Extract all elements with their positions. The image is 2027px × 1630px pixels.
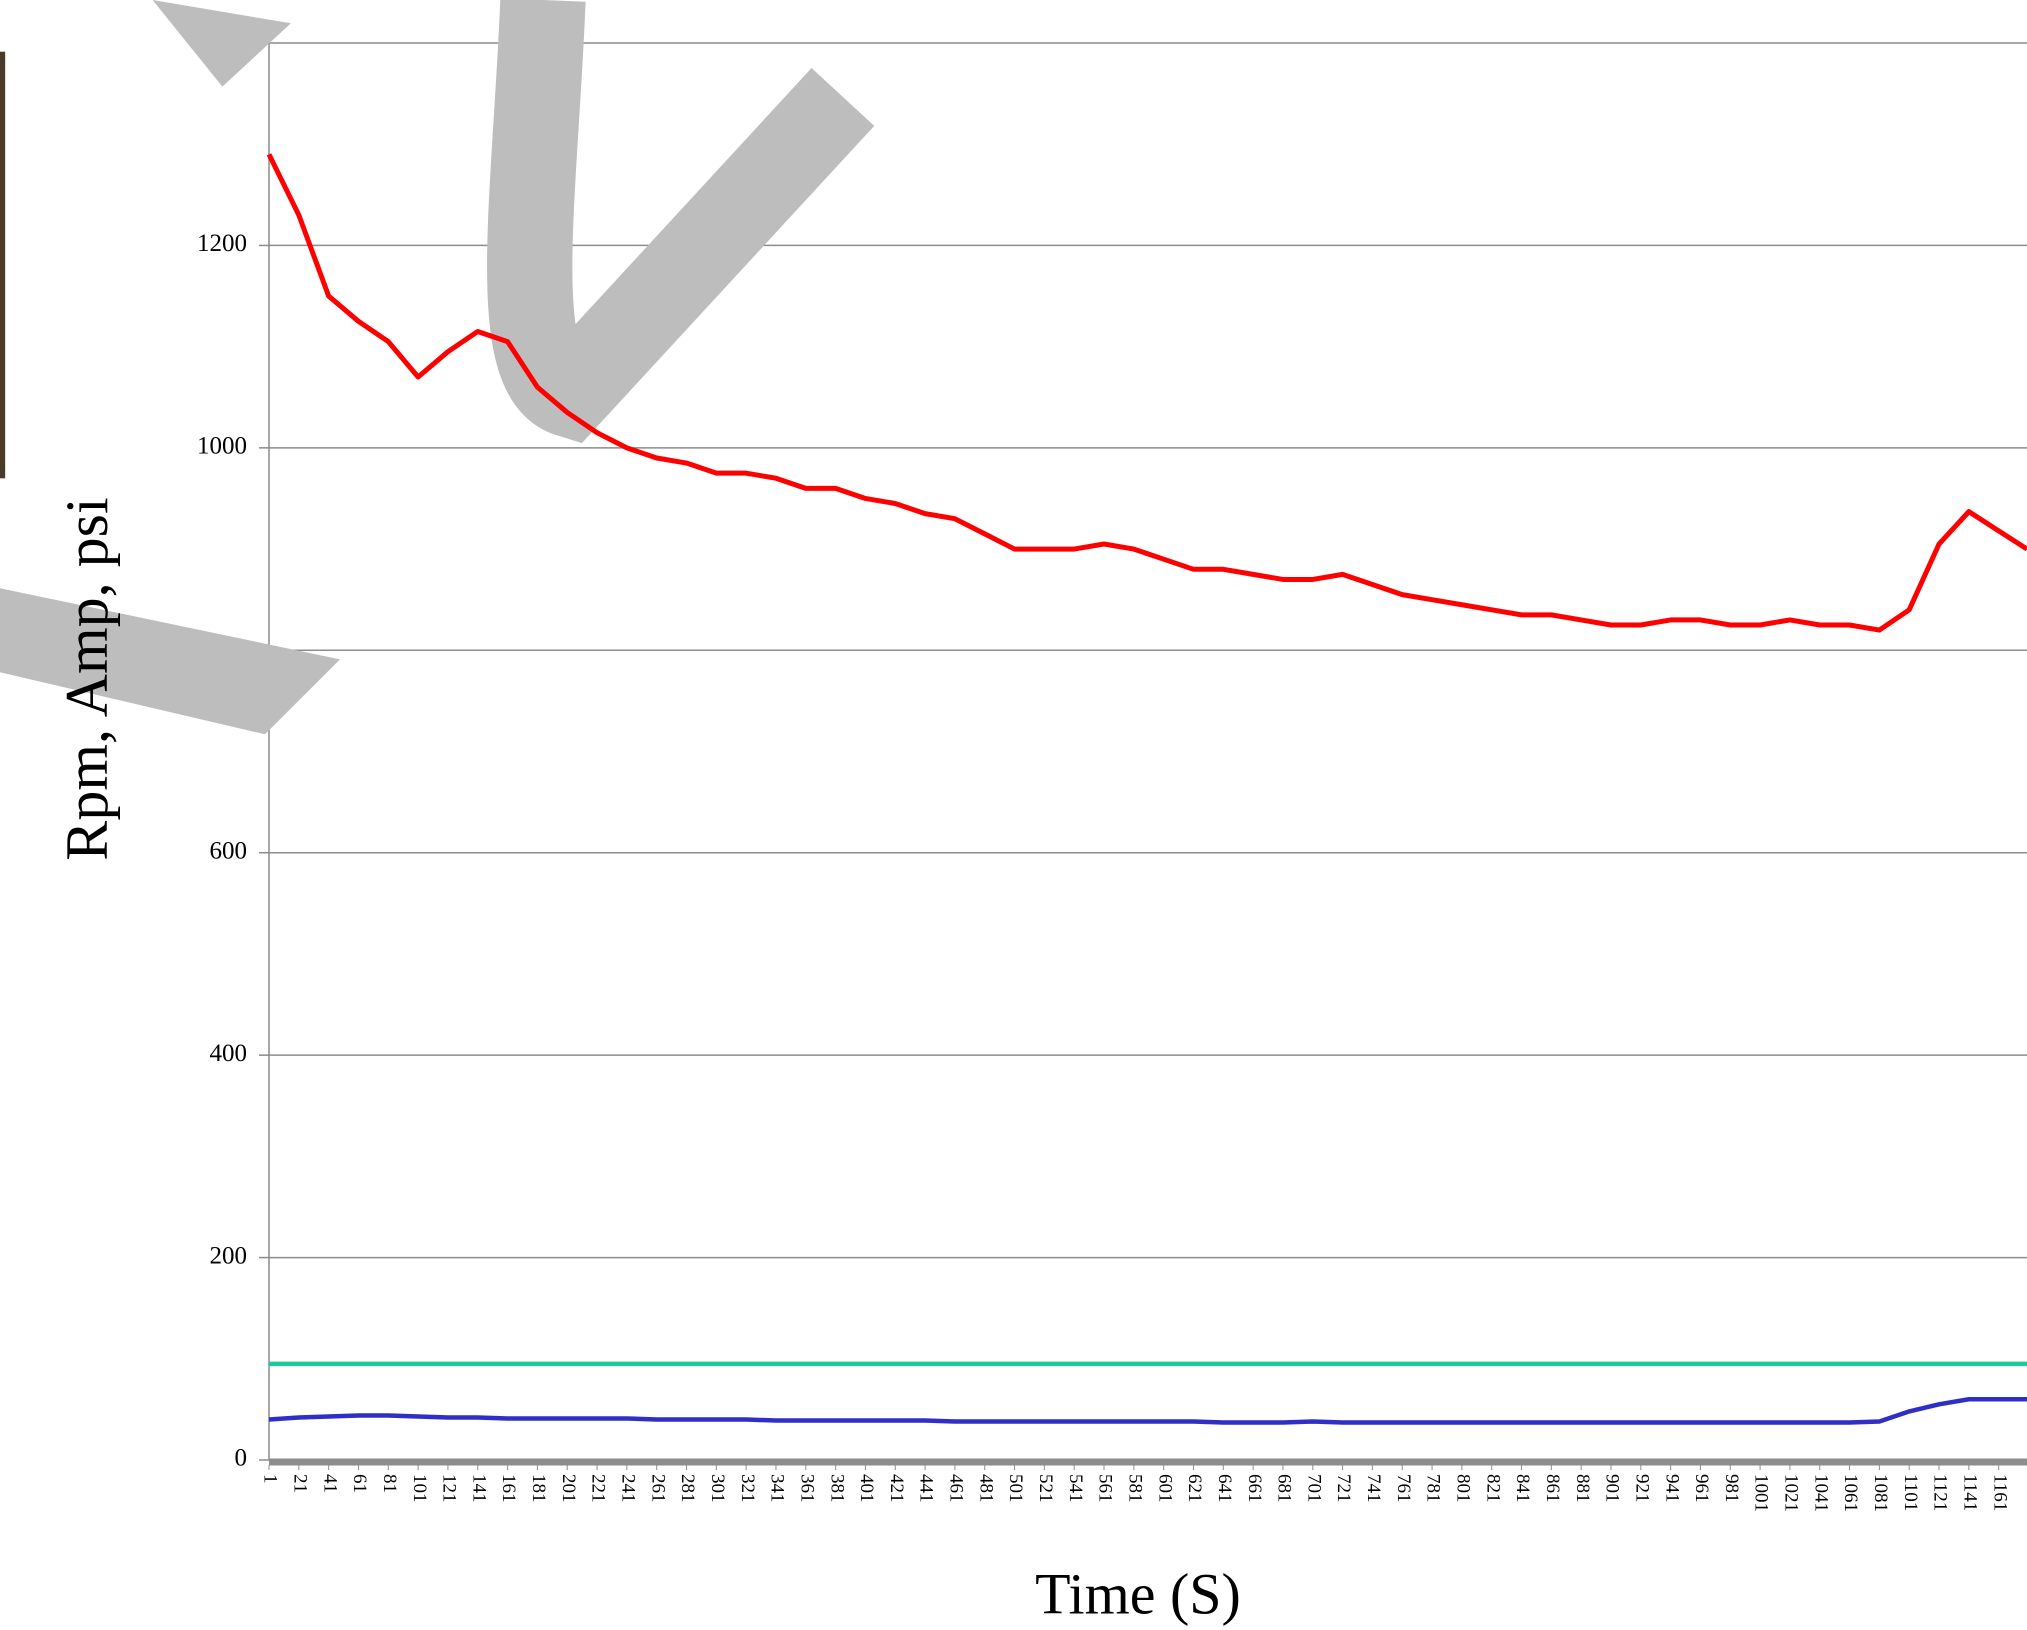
x-tick-label: 961: [1691, 1474, 1712, 1503]
x-tick-label: 41: [319, 1474, 340, 1493]
series-line: [269, 1399, 2027, 1422]
y-tick-label: 1200: [197, 230, 247, 257]
x-tick-label: 401: [856, 1474, 877, 1503]
y-axis-title: Rpm, Amp, psi: [54, 497, 120, 860]
grid-layer: 0200400600800100012001400121416181101121…: [197, 28, 2027, 1512]
x-tick-label: 1101: [1900, 1474, 1921, 1511]
y-tick-label: 200: [210, 1242, 248, 1269]
x-tick-label: 641: [1214, 1474, 1235, 1503]
x-tick-label: 801: [1453, 1474, 1474, 1503]
x-tick-label: 141: [468, 1474, 489, 1503]
x-axis-title: Time (S): [1035, 1561, 1241, 1626]
x-tick-label: 721: [1333, 1474, 1354, 1503]
x-tick-label: 1061: [1840, 1474, 1861, 1512]
x-tick-label: 821: [1482, 1474, 1503, 1503]
x-tick-label: 1141: [1959, 1474, 1980, 1511]
x-tick-label: 381: [826, 1474, 847, 1503]
watermark-shape: [530, 0, 843, 394]
x-tick-label: 61: [349, 1474, 370, 1493]
x-tick-label: 581: [1124, 1474, 1145, 1503]
x-tick-label: 101: [409, 1474, 430, 1503]
x-tick-label: 161: [498, 1474, 519, 1503]
chart: 0200400600800100012001400121416181101121…: [0, 0, 2027, 1630]
x-tick-label: 281: [677, 1474, 698, 1503]
x-tick-label: 1161: [1989, 1474, 2010, 1511]
x-tick-label: 221: [588, 1474, 609, 1503]
x-tick-label: 741: [1363, 1474, 1384, 1503]
x-tick-label: 521: [1035, 1474, 1056, 1503]
x-tick-label: 441: [916, 1474, 937, 1503]
x-tick-label: 661: [1244, 1474, 1265, 1503]
photo-edge: [0, 52, 5, 479]
x-tick-label: 121: [439, 1474, 460, 1503]
x-tick-label: 841: [1512, 1474, 1533, 1503]
x-tick-label: 621: [1184, 1474, 1205, 1503]
x-tick-label: 1121: [1930, 1474, 1951, 1511]
x-tick-label: 541: [1065, 1474, 1086, 1503]
x-tick-label: 361: [796, 1474, 817, 1503]
x-tick-label: 1081: [1870, 1474, 1891, 1512]
x-tick-label: 921: [1631, 1474, 1652, 1503]
y-tick-label: 0: [235, 1445, 248, 1472]
x-tick-label: 1001: [1751, 1474, 1772, 1512]
x-tick-label: 261: [647, 1474, 668, 1503]
x-tick-label: 941: [1661, 1474, 1682, 1503]
y-tick-label: 400: [210, 1040, 248, 1067]
x-tick-label: 981: [1721, 1474, 1742, 1503]
x-tick-label: 561: [1095, 1474, 1116, 1503]
x-tick-label: 501: [1005, 1474, 1026, 1503]
x-tick-label: 901: [1602, 1474, 1623, 1503]
x-tick-label: 861: [1542, 1474, 1563, 1503]
x-tick-label: 1041: [1810, 1474, 1831, 1512]
x-tick-label: 21: [289, 1474, 310, 1493]
x-tick-label: 421: [886, 1474, 907, 1503]
watermark-shape: [0, 588, 340, 734]
x-tick-label: 81: [379, 1474, 400, 1493]
x-tick-label: 181: [528, 1474, 549, 1503]
x-tick-label: 481: [975, 1474, 996, 1503]
x-tick-label: 341: [767, 1474, 788, 1503]
x-tick-label: 1: [260, 1474, 281, 1484]
x-tick-label: 881: [1572, 1474, 1593, 1503]
y-tick-label: 1000: [197, 433, 247, 460]
x-tick-label: 1021: [1781, 1474, 1802, 1512]
x-tick-label: 201: [558, 1474, 579, 1503]
x-tick-label: 461: [946, 1474, 967, 1503]
y-tick-label: 600: [210, 837, 248, 864]
x-tick-label: 301: [707, 1474, 728, 1503]
watermark: [0, 0, 843, 734]
x-tick-label: 781: [1423, 1474, 1444, 1503]
x-tick-label: 681: [1274, 1474, 1295, 1503]
x-tick-label: 761: [1393, 1474, 1414, 1503]
x-tick-label: 241: [618, 1474, 639, 1503]
x-tick-label: 321: [737, 1474, 758, 1503]
x-tick-label: 601: [1154, 1474, 1175, 1503]
x-tick-label: 701: [1303, 1474, 1324, 1503]
